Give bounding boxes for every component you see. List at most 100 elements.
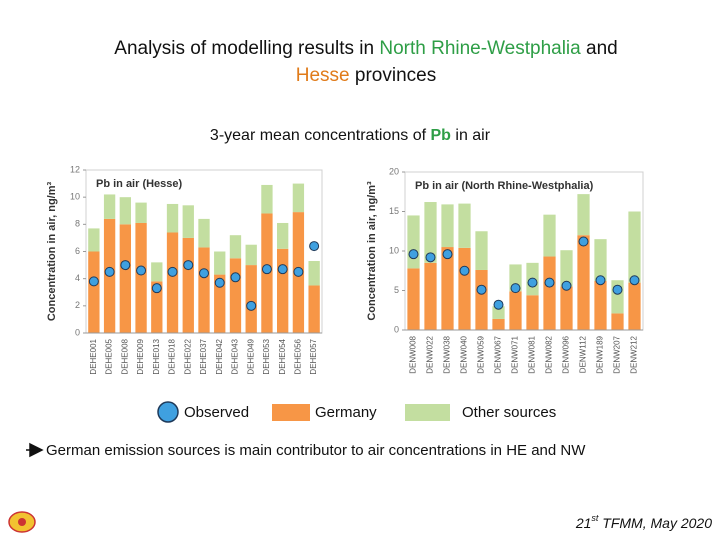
bar-segment bbox=[88, 251, 100, 333]
subtitle-part: in air bbox=[451, 127, 491, 144]
x-tick-label: DENW022 bbox=[426, 335, 435, 373]
x-tick-label: DEHE053 bbox=[262, 338, 271, 374]
bar-segment bbox=[458, 203, 471, 248]
chart: 0 2 4 6 8 10 12 Concentration in air, ng/m³ Pb i… bbox=[46, 164, 323, 375]
y-tick-label: 0 bbox=[75, 327, 80, 337]
subtitle-part: 3-year mean concentrations of bbox=[210, 127, 431, 144]
observed-point bbox=[595, 275, 606, 286]
bar-segment bbox=[277, 248, 289, 333]
bar-segment bbox=[245, 265, 257, 333]
x-tick-label: DENW082 bbox=[545, 335, 554, 373]
bar-segment bbox=[103, 194, 116, 219]
bar-segment bbox=[628, 211, 641, 283]
bar-segment bbox=[441, 204, 454, 248]
x-tick-label: DENW059 bbox=[477, 335, 486, 373]
bullet-text: German emission sources is main contribu… bbox=[46, 442, 586, 459]
observed-point bbox=[408, 249, 419, 260]
observed-point bbox=[493, 299, 504, 310]
bar-segment bbox=[577, 194, 590, 236]
y-tick-label: 0 bbox=[394, 324, 399, 334]
footer: 21st TFMM, May 2020 bbox=[575, 513, 712, 530]
bar-segment bbox=[441, 247, 454, 330]
bar-segment bbox=[543, 214, 556, 257]
observed-point bbox=[88, 276, 99, 287]
bar-segment bbox=[308, 285, 320, 333]
x-tick-label: DEHE049 bbox=[246, 338, 255, 374]
bullet-arrow bbox=[26, 442, 44, 458]
y-tick-label: 15 bbox=[389, 206, 399, 216]
footer-part: TFMM, May 2020 bbox=[598, 515, 712, 531]
bar-segment bbox=[308, 261, 320, 286]
x-tick-label: DENW112 bbox=[579, 335, 588, 373]
footer-part: 21 bbox=[575, 515, 592, 531]
x-tick-label: DEHE008 bbox=[120, 338, 129, 374]
bar-segment bbox=[526, 295, 539, 330]
bar-segment bbox=[424, 202, 437, 263]
bar-segment bbox=[151, 281, 163, 333]
legend-label: Germany bbox=[315, 404, 377, 421]
x-tick-label: DEHE001 bbox=[89, 338, 98, 374]
footer-part: st bbox=[591, 513, 599, 523]
title-part: Analysis of modelling results in bbox=[114, 38, 379, 59]
x-tick-label: DENW081 bbox=[528, 335, 537, 373]
x-tick-label: DEHE022 bbox=[183, 338, 192, 374]
x-tick-label: DENW212 bbox=[630, 335, 639, 373]
y-axis-label: Concentration in air, ng/m³ bbox=[46, 181, 58, 321]
bar-segment bbox=[560, 250, 573, 287]
y-tick-label: 4 bbox=[75, 273, 80, 283]
bar-segment bbox=[245, 244, 257, 266]
title-part: and bbox=[581, 38, 618, 59]
observed-point bbox=[544, 277, 555, 288]
observed-point bbox=[277, 264, 288, 275]
x-tick-label: DEHE054 bbox=[278, 338, 287, 374]
bar-segment bbox=[182, 237, 194, 333]
bar-segment bbox=[492, 318, 505, 330]
y-tick-label: 12 bbox=[70, 164, 80, 174]
bar-segment bbox=[182, 205, 194, 238]
chart: 0 5 10 15 20 Concentration in air, ng/m³ Pb in… bbox=[366, 166, 644, 374]
x-tick-label: DEHE042 bbox=[215, 338, 224, 374]
y-tick-label: 6 bbox=[75, 246, 80, 256]
y-tick-label: 10 bbox=[70, 192, 80, 202]
x-tick-label: DEHE013 bbox=[152, 338, 161, 374]
y-tick-label: 8 bbox=[75, 219, 80, 229]
bar-segment bbox=[229, 258, 242, 333]
observed-point bbox=[167, 266, 178, 277]
slide-title-line1: Analysis of modelling results in North R… bbox=[114, 38, 617, 59]
observed-point bbox=[612, 284, 623, 295]
bar-segment bbox=[214, 274, 226, 333]
slide-title-line2: Hesse provinces bbox=[296, 65, 436, 86]
observed-point bbox=[199, 268, 209, 279]
title-part: provinces bbox=[350, 65, 437, 86]
observed-point bbox=[230, 272, 241, 283]
subtitle: 3-year mean concentrations of Pb in air bbox=[210, 127, 491, 144]
legend-swatch bbox=[157, 401, 179, 423]
x-tick-label: DENW189 bbox=[596, 335, 605, 373]
bar-segment bbox=[119, 197, 131, 225]
bar-segment bbox=[424, 262, 437, 330]
x-tick-label: DENW071 bbox=[511, 335, 520, 373]
bar-segment bbox=[135, 202, 147, 223]
bar-segment bbox=[611, 313, 624, 330]
observed-point bbox=[151, 283, 162, 294]
observed-point bbox=[578, 236, 589, 247]
observed-point bbox=[183, 260, 194, 271]
bar-segment bbox=[135, 222, 147, 333]
bar-segment bbox=[119, 224, 131, 333]
bar-segment bbox=[88, 228, 100, 252]
observed-point bbox=[442, 249, 453, 260]
legend-swatch bbox=[405, 404, 450, 421]
legend-label: Other sources bbox=[462, 404, 556, 421]
title-part: North Rhine-Westphalia bbox=[379, 38, 581, 59]
bar-segment bbox=[277, 222, 289, 249]
bar-segment bbox=[292, 183, 305, 213]
bar-segment bbox=[594, 239, 607, 282]
x-tick-label: DEHE037 bbox=[199, 338, 208, 374]
y-tick-label: 5 bbox=[394, 285, 399, 295]
bar-segment bbox=[543, 256, 556, 330]
legend-swatch bbox=[272, 404, 310, 421]
observed-point bbox=[309, 241, 320, 252]
bar-segment bbox=[261, 184, 273, 214]
bar-segment bbox=[475, 269, 488, 330]
x-tick-label: DEHE056 bbox=[294, 338, 303, 374]
